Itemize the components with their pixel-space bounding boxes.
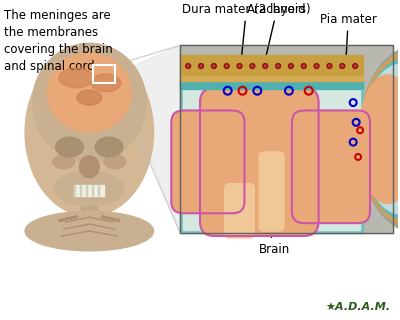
Bar: [98, 185, 99, 196]
Bar: [180, 80, 363, 233]
Ellipse shape: [186, 64, 191, 68]
Ellipse shape: [263, 64, 268, 68]
FancyBboxPatch shape: [225, 184, 254, 238]
Ellipse shape: [47, 53, 131, 132]
Ellipse shape: [353, 64, 358, 68]
Ellipse shape: [358, 75, 400, 204]
Ellipse shape: [211, 64, 216, 68]
Ellipse shape: [290, 65, 292, 67]
Ellipse shape: [25, 211, 154, 251]
Ellipse shape: [250, 64, 255, 68]
FancyArrowPatch shape: [102, 217, 119, 221]
Bar: [74, 185, 76, 196]
Bar: [92, 185, 93, 196]
Ellipse shape: [358, 51, 400, 227]
Text: ★A.D.A.M.: ★A.D.A.M.: [326, 302, 391, 312]
Ellipse shape: [358, 45, 400, 233]
Ellipse shape: [91, 74, 121, 92]
Ellipse shape: [224, 64, 229, 68]
Ellipse shape: [316, 65, 318, 67]
Ellipse shape: [198, 64, 204, 68]
Bar: [80, 185, 82, 196]
Ellipse shape: [251, 65, 253, 67]
FancyBboxPatch shape: [292, 110, 370, 223]
Ellipse shape: [341, 65, 343, 67]
Ellipse shape: [276, 64, 280, 68]
Polygon shape: [115, 45, 180, 233]
Bar: [86, 185, 87, 196]
Bar: [180, 75, 363, 81]
Ellipse shape: [77, 90, 102, 105]
Bar: [180, 45, 393, 233]
Ellipse shape: [213, 65, 215, 67]
Ellipse shape: [95, 137, 123, 157]
Ellipse shape: [301, 64, 306, 68]
Ellipse shape: [327, 64, 332, 68]
Ellipse shape: [104, 155, 126, 169]
Ellipse shape: [354, 65, 356, 67]
Text: The meninges are
the membranes
covering the brain
and spinal cord: The meninges are the membranes covering …: [4, 9, 113, 73]
Ellipse shape: [303, 65, 305, 67]
Ellipse shape: [361, 59, 400, 219]
Ellipse shape: [288, 64, 293, 68]
Ellipse shape: [200, 65, 202, 67]
Ellipse shape: [328, 65, 330, 67]
Ellipse shape: [340, 64, 345, 68]
Ellipse shape: [237, 64, 242, 68]
Bar: [180, 55, 363, 75]
Ellipse shape: [32, 43, 146, 162]
FancyArrowPatch shape: [59, 217, 77, 221]
Ellipse shape: [361, 64, 400, 214]
Bar: [180, 45, 393, 233]
Text: Arachnoid: Arachnoid: [247, 3, 307, 82]
Ellipse shape: [314, 64, 319, 68]
Ellipse shape: [53, 155, 74, 169]
FancyBboxPatch shape: [259, 152, 284, 231]
Text: Pia mater: Pia mater: [320, 12, 377, 105]
Ellipse shape: [187, 65, 189, 67]
FancyBboxPatch shape: [171, 110, 244, 213]
Ellipse shape: [277, 65, 279, 67]
FancyBboxPatch shape: [200, 88, 318, 236]
Ellipse shape: [59, 68, 94, 88]
Bar: [93, 65, 115, 83]
Ellipse shape: [80, 156, 99, 178]
Text: Brain: Brain: [258, 206, 290, 256]
Bar: [2, 28, 178, 290]
Ellipse shape: [55, 171, 124, 206]
Bar: [82, 187, 97, 226]
Ellipse shape: [25, 48, 154, 216]
Ellipse shape: [226, 65, 228, 67]
Ellipse shape: [264, 65, 266, 67]
Text: Dura mater (2 layers): Dura mater (2 layers): [182, 3, 311, 54]
Bar: [74, 185, 104, 196]
Bar: [183, 83, 360, 230]
Bar: [180, 81, 363, 89]
Ellipse shape: [238, 65, 240, 67]
Ellipse shape: [56, 137, 83, 157]
